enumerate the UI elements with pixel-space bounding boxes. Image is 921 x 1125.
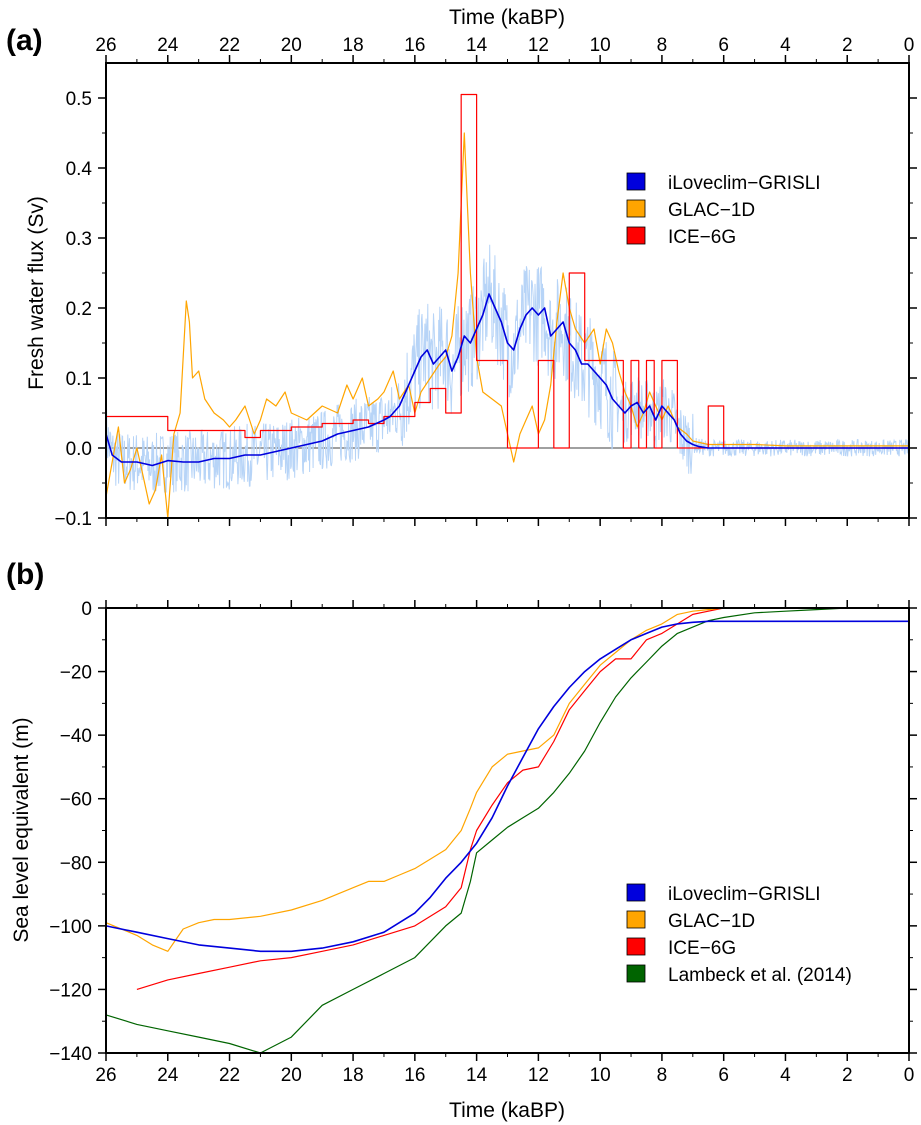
panel-b-y-axis-title: Sea level equivalent (m) xyxy=(10,717,33,942)
panel-a-y-tick-label: −0.1 xyxy=(54,509,92,530)
panel-b-x-tick-label: 22 xyxy=(219,1065,240,1086)
panel-a-x-tick-label: 14 xyxy=(466,35,488,56)
panel-b: (b) Time (kaBP) Sea level equivalent (m)… xyxy=(6,558,917,1122)
panel-b-x-tick-label: 24 xyxy=(157,1065,179,1086)
panel-b-y-tick-label: −120 xyxy=(49,980,92,1001)
panel-b-series-ice-6g-line xyxy=(136,607,909,990)
panel-a-plot-area xyxy=(105,93,910,519)
panel-b-plot-area xyxy=(105,607,909,1054)
panel-a-y-tick-label: 0.0 xyxy=(66,439,92,460)
panel-a-x-tick-label: 26 xyxy=(95,35,116,56)
panel-b-y-tick-label: 0 xyxy=(81,599,92,620)
panel-b-x-tick-label: 18 xyxy=(343,1065,364,1086)
panel-b-frame xyxy=(105,607,910,1054)
panel-a-x-tick-label: 18 xyxy=(343,35,364,56)
panel-b-x-tick-label: 20 xyxy=(281,1065,302,1086)
panel-a-x-tick-label: 4 xyxy=(780,35,791,56)
panel-b-x-tick-label: 14 xyxy=(466,1065,488,1086)
panel-a-frame xyxy=(105,62,910,519)
panel-b-label: (b) xyxy=(6,558,44,591)
panel-b-x-axis-title: Time (kaBP) xyxy=(449,1099,565,1122)
panel-a: (a) Time (kaBP) Fresh water flux (Sv) 26… xyxy=(6,6,917,530)
panel-a-x-tick-label: 2 xyxy=(842,35,853,56)
panel-a-x-tick-label: 12 xyxy=(528,35,549,56)
panel-b-x-tick-label: 8 xyxy=(657,1065,668,1086)
panel-b-y-tick-label: −100 xyxy=(49,917,92,938)
panel-b-ticks: 26 24 22 20 18 16 14 12 10 8 6 4 2 0−140−120−100−80−6… xyxy=(49,599,917,1086)
panel-a-x-tick-label: 6 xyxy=(718,35,729,56)
panel-a-x-tick-label: 22 xyxy=(219,35,240,56)
panel-a-label: (a) xyxy=(6,24,43,57)
panel-b-x-tick-label: 12 xyxy=(528,1065,549,1086)
panel-a-ticks: 26 24 22 20 18 16 14 12 10 8 6 4 2 0−0.10.00.10.20.30… xyxy=(54,35,917,530)
legend-label-glac1d: GLAC−1D xyxy=(668,200,755,221)
panel-a-y-tick-label: 0.4 xyxy=(66,159,93,180)
panel-b-x-tick-label: 16 xyxy=(404,1065,425,1086)
legend-swatch-glac1d xyxy=(626,199,646,218)
panel-b-series-lambeck-et-al-2014-line xyxy=(105,607,909,1054)
panel-b-x-tick-label: 10 xyxy=(590,1065,611,1086)
panel-a-y-tick-label: 0.5 xyxy=(66,89,92,110)
legend-label-iloveclim: iLoveclim−GRISLI xyxy=(668,884,821,905)
legend-label-glac1d: GLAC−1D xyxy=(668,911,755,932)
legend-label-ice6g: ICE−6G xyxy=(668,938,736,959)
panel-a-x-tick-label: 16 xyxy=(404,35,425,56)
legend-label-lambeck: Lambeck et al. (2014) xyxy=(668,965,852,986)
panel-a-x-tick-label: 0 xyxy=(904,35,915,56)
panel-a-y-tick-label: 0.3 xyxy=(66,229,92,250)
legend-label-ice6g: ICE−6G xyxy=(668,227,736,248)
panel-b-y-tick-label: −40 xyxy=(60,726,92,747)
panel-b-y-tick-label: −80 xyxy=(60,853,92,874)
panel-a-x-tick-label: 8 xyxy=(657,35,668,56)
legend-swatch-iloveclim xyxy=(626,172,646,191)
panel-a-series-ice-6g-line xyxy=(106,93,909,449)
panel-b-legend: iLoveclim−GRISLI GLAC−1D ICE−6G Lambeck … xyxy=(626,883,852,986)
panel-a-x-tick-label: 24 xyxy=(157,35,179,56)
legend-swatch-lambeck xyxy=(626,964,646,983)
panel-a-x-axis-title: Time (kaBP) xyxy=(449,6,565,29)
legend-swatch-ice6g xyxy=(626,937,646,956)
legend-label-iloveclim: iLoveclim−GRISLI xyxy=(668,173,821,194)
panel-b-series-iloveclim-grisli-line xyxy=(105,620,909,953)
panel-a-y-tick-label: 0.1 xyxy=(66,369,92,390)
panel-b-x-tick-label: 0 xyxy=(904,1065,915,1086)
panel-a-x-tick-label: 10 xyxy=(590,35,611,56)
legend-swatch-ice6g xyxy=(626,226,646,245)
panel-a-series-iloveclim-grisli-line xyxy=(105,293,909,467)
panel-a-series-glac-1d-line xyxy=(105,132,909,519)
panel-b-x-tick-label: 26 xyxy=(95,1065,116,1086)
panel-a-y-tick-label: 0.2 xyxy=(66,299,92,320)
panel-b-x-tick-label: 4 xyxy=(780,1065,791,1086)
panel-a-x-tick-label: 20 xyxy=(281,35,302,56)
panel-b-x-tick-label: 6 xyxy=(718,1065,729,1086)
panel-b-y-tick-label: −140 xyxy=(49,1044,92,1065)
legend-swatch-iloveclim xyxy=(626,883,646,902)
panel-b-y-tick-label: −20 xyxy=(60,663,92,684)
panel-a-y-axis-title: Fresh water flux (Sv) xyxy=(25,196,48,390)
panel-b-x-tick-label: 2 xyxy=(842,1065,853,1086)
panel-b-y-tick-label: −60 xyxy=(60,790,92,811)
legend-swatch-glac1d xyxy=(626,910,646,929)
panel-a-legend: iLoveclim−GRISLI GLAC−1D ICE−6G xyxy=(626,172,821,248)
panel-b-series-glac-1d-line xyxy=(105,607,909,952)
